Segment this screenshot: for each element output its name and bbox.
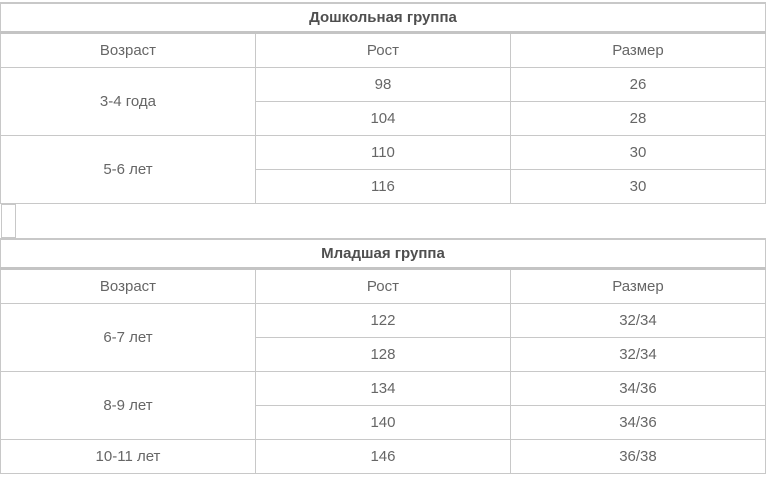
column-header-height: Рост	[254, 32, 511, 68]
size-cell: 34/36	[509, 405, 767, 440]
height-cell: 128	[254, 337, 511, 372]
column-header-age: Возраст	[0, 268, 256, 304]
age-cell: 6-7 лет	[0, 303, 256, 372]
age-cell: 10-11 лет	[0, 439, 256, 474]
size-cell: 32/34	[509, 303, 767, 338]
table-title: Дошкольная группа	[0, 2, 766, 34]
size-cell: 30	[509, 135, 767, 170]
size-cell: 26	[509, 67, 767, 102]
table-row: 8-9 лет 134 34/36	[0, 371, 767, 440]
table-gap	[0, 204, 766, 238]
height-cell: 146	[254, 439, 511, 474]
age-cell: 8-9 лет	[0, 371, 256, 440]
table-row: 10-11 лет 146 36/38	[0, 439, 767, 474]
column-header-size: Размер	[509, 268, 767, 304]
table-row: 128 32/34	[1, 337, 767, 372]
height-cell: 110	[254, 135, 511, 170]
height-cell: 122	[254, 303, 511, 338]
empty-cell-box	[1, 204, 16, 238]
age-cell: 3-4 года	[0, 67, 256, 136]
height-cell: 116	[254, 169, 511, 204]
table-row: 104 28	[1, 101, 767, 136]
age-cell: 5-6 лет	[0, 135, 256, 204]
table-title: Младшая группа	[0, 238, 766, 270]
table-title-row: Младшая группа	[0, 238, 766, 270]
size-cell: 34/36	[509, 371, 767, 406]
size-cell: 28	[509, 101, 767, 136]
column-header-height: Рост	[254, 268, 511, 304]
size-cell: 32/34	[509, 337, 767, 372]
height-cell: 98	[254, 67, 511, 102]
table-title-row: Дошкольная группа	[0, 2, 766, 34]
column-header-age: Возраст	[0, 32, 256, 68]
table-row: 6-7 лет 122 32/34	[0, 303, 767, 372]
column-header-size: Размер	[509, 32, 767, 68]
table-row: 116 30	[1, 169, 767, 204]
size-table-junior: Младшая группа Возраст Рост Размер 6-7 л…	[0, 238, 767, 474]
table-header-row: Возраст Рост Размер	[0, 32, 767, 68]
table-header-row: Возраст Рост Размер	[0, 268, 767, 304]
table-row: 5-6 лет 110 30	[0, 135, 767, 204]
size-cell: 36/38	[509, 439, 767, 474]
height-cell: 104	[254, 101, 511, 136]
table-row: 3-4 года 98 26	[0, 67, 767, 136]
size-cell: 30	[509, 169, 767, 204]
height-cell: 140	[254, 405, 511, 440]
height-cell: 134	[254, 371, 511, 406]
table-row: 140 34/36	[1, 405, 767, 440]
size-table-preschool: Дошкольная группа Возраст Рост Размер 3-…	[0, 2, 767, 204]
